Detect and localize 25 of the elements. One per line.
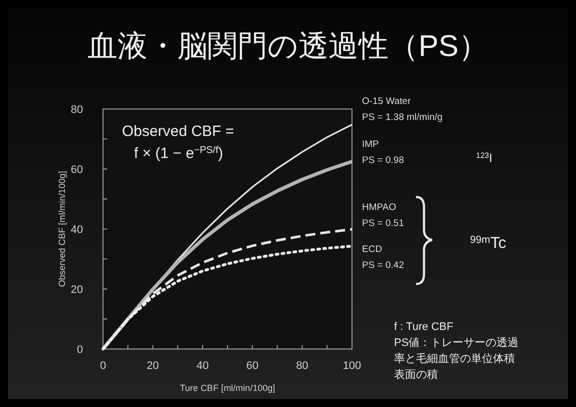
x-tick-label: 40 <box>196 360 209 372</box>
text: $^{123}$I <box>476 150 492 165</box>
x-tick-label: 100 <box>342 360 362 372</box>
x-tick-label: 60 <box>246 360 259 372</box>
x-tick-label: 80 <box>296 360 308 372</box>
text: f : Ture CBF <box>394 321 454 333</box>
text: PS値：トレーサーの透過 <box>394 336 519 349</box>
text: $^{99m}$Tc <box>470 234 506 252</box>
y-tick-label: 40 <box>70 224 83 236</box>
y-tick-label: 60 <box>70 164 83 176</box>
series-label: HMPAO PS = 0.51 <box>362 202 404 229</box>
x-tick-label: 20 <box>146 360 159 372</box>
series-label: IMP PS = 0.98 <box>362 139 404 166</box>
text: 率と毛細血管の単位体積 <box>394 352 515 365</box>
series-label: ECD PS = 0.42 <box>362 244 404 271</box>
x-tick-label: 0 <box>100 360 106 372</box>
text: 表面の積 <box>394 368 438 381</box>
y-tick-label: 80 <box>70 104 83 116</box>
y-tick-label: 20 <box>70 284 83 296</box>
chart-title: 血液・脳関門の透過性（PS） <box>87 30 489 63</box>
x-axis-title: Ture CBF [ml/min/100g] <box>180 383 276 393</box>
series-label: O-15 Water PS = 1.38 ml/min/g <box>362 96 443 123</box>
y-axis-title: Observed CBF [ml/min/100g] <box>57 170 67 288</box>
annotation: Observed CBF = f × (1 − e$^{−PS/f}$) <box>122 123 234 162</box>
y-tick-label: 0 <box>76 344 83 356</box>
